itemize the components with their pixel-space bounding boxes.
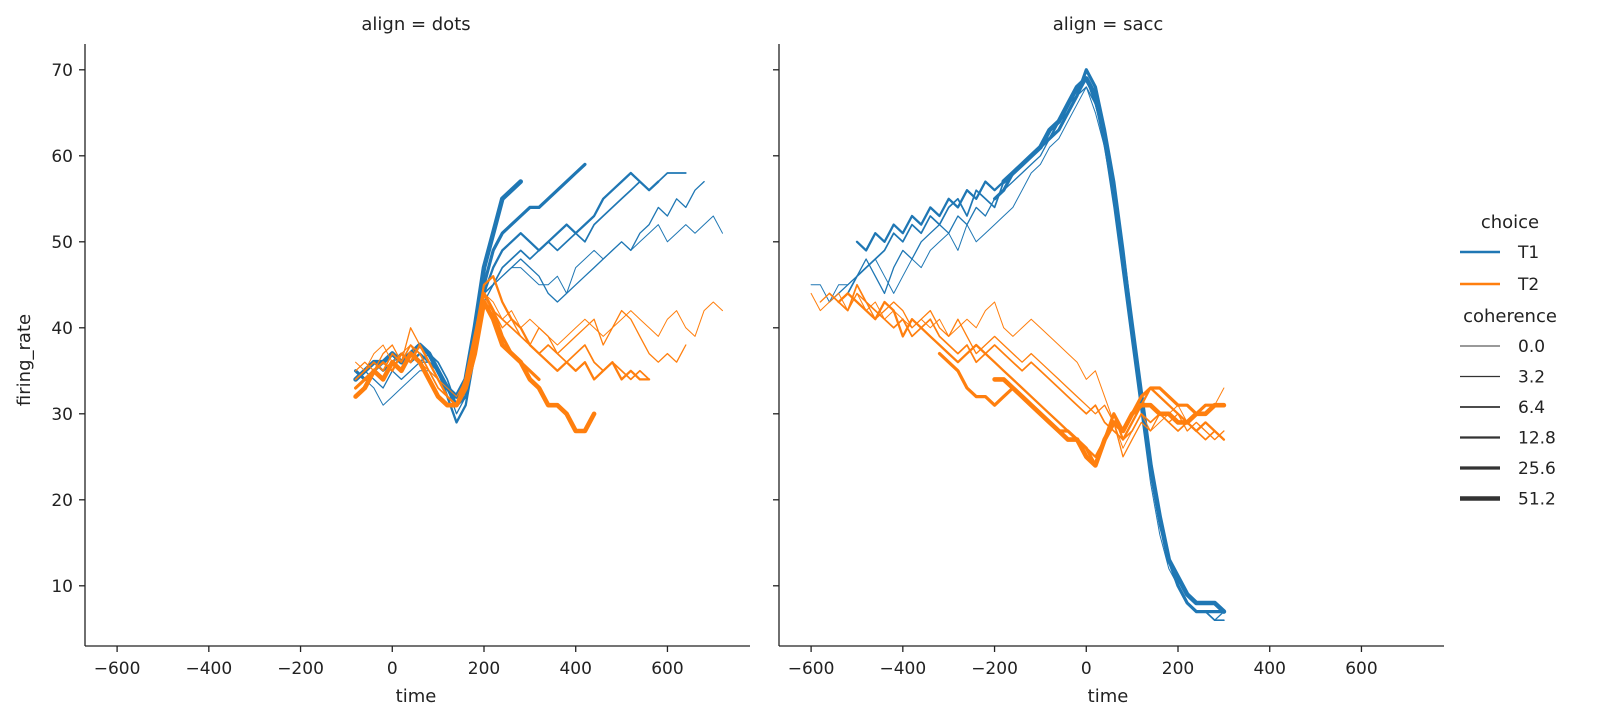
- y-tick-label: 30: [51, 405, 73, 425]
- x-tick-label: −600: [94, 659, 141, 679]
- series-line-t2-coh-51-2: [992, 377, 1227, 468]
- y-tick-label: 50: [51, 233, 73, 253]
- x-tick-label: 200: [1162, 659, 1194, 679]
- legend-size-label: 0.0: [1518, 337, 1545, 357]
- series-line-t1-coh-3-2: [354, 180, 705, 415]
- legend-size-label: 6.4: [1518, 398, 1545, 418]
- legend-size-title: coherence: [1463, 306, 1557, 327]
- legend-size-label: 51.2: [1518, 490, 1556, 510]
- x-axis-label-dots: time: [396, 686, 437, 707]
- legend-label-t1: T1: [1517, 243, 1539, 263]
- y-tick-label: 60: [51, 147, 73, 167]
- x-tick-label: −200: [277, 659, 324, 679]
- x-tick-label: −200: [971, 659, 1018, 679]
- panel-title-sacc: align = sacc: [1053, 14, 1164, 35]
- series-line-t2-coh-12-8: [837, 292, 1226, 458]
- series-line-t1-coh-0-0: [355, 215, 723, 406]
- series-line-t2-coh-6-4: [354, 292, 650, 407]
- series-line-t1-coh-0-0: [810, 86, 1225, 621]
- legend: choice T1 T2 coherence 0.0 3.2 6.4 12.8 25.6…: [1460, 212, 1557, 510]
- x-axis-label-sacc: time: [1088, 686, 1129, 707]
- x-tick-label: 400: [559, 659, 591, 679]
- x-tick-label: −400: [879, 659, 926, 679]
- series-line-t1-coh-12-8: [855, 77, 1226, 613]
- y-tick-label: 10: [51, 577, 73, 597]
- series-line-t2-coh-12-8: [354, 275, 651, 407]
- series-line-t1-coh-12-8: [354, 171, 660, 424]
- x-tick-label: 400: [1253, 659, 1285, 679]
- x-tick-label: 0: [1081, 659, 1092, 679]
- panel-sacc: −600 −400 −200 0 200 400 600: [773, 44, 1444, 679]
- x-tick-label: −400: [185, 659, 232, 679]
- y-tick-label: 20: [51, 491, 73, 511]
- x-tick-label: −600: [788, 659, 835, 679]
- legend-size-label: 25.6: [1518, 459, 1556, 479]
- x-tick-label: 0: [387, 659, 398, 679]
- legend-hue-title: choice: [1481, 212, 1539, 233]
- x-tick-label: 600: [1345, 659, 1377, 679]
- panel-dots: 10 20 30 40 50 60 70 −600 −400 −200 0 200 400 600: [51, 44, 750, 679]
- panel-title-dots: align = dots: [361, 14, 470, 35]
- legend-size-label: 3.2: [1518, 368, 1545, 388]
- series-line-t1-coh-6-4: [354, 172, 687, 407]
- y-axis-label: firing_rate: [14, 314, 35, 406]
- x-tick-label: 600: [651, 659, 683, 679]
- series-line-t2-coh-51-2: [353, 299, 597, 434]
- legend-label-t2: T2: [1517, 275, 1539, 295]
- y-tick-label: 70: [51, 61, 73, 81]
- legend-size-label: 12.8: [1518, 429, 1556, 449]
- x-tick-label: 200: [468, 659, 500, 679]
- series-line-t1-coh-25-6: [992, 68, 1226, 614]
- series-line-t2-coh-6-4: [828, 283, 1225, 441]
- y-tick-label: 40: [51, 319, 73, 339]
- series-line-t2-coh-3-2: [819, 292, 1225, 458]
- legend-size-entries: 0.0 3.2 6.4 12.8 25.6 51.2: [1460, 337, 1556, 510]
- series-line-t1-coh-51-2: [1001, 76, 1227, 614]
